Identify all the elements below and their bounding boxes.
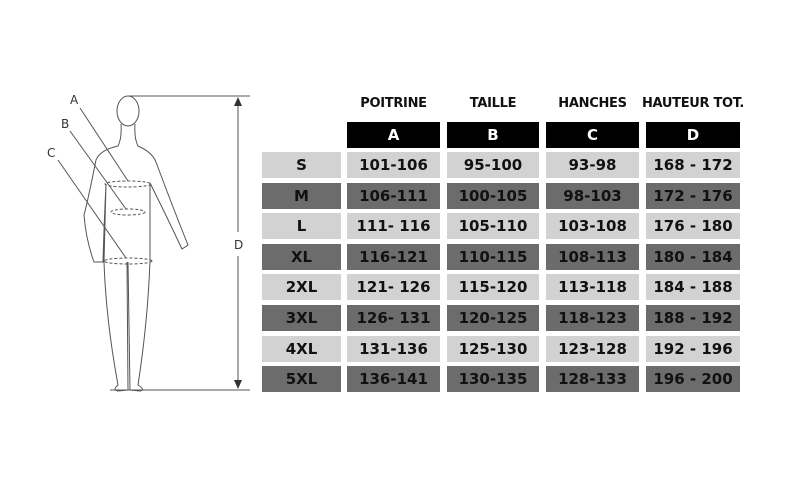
- size-label: 4XL: [262, 335, 341, 362]
- measurement-cell: 110-115: [447, 243, 539, 270]
- measurement-cell: 100-105: [447, 182, 539, 209]
- measurement-cell: 131-136: [347, 335, 440, 362]
- size-label: 2XL: [262, 274, 341, 301]
- measurement-cell: 116-121: [347, 243, 440, 270]
- pointer-a: [79, 107, 129, 182]
- measurement-cell: 98-103: [546, 182, 639, 209]
- size-label: 3XL: [262, 305, 341, 331]
- measurement-cell: 93-98: [546, 152, 639, 178]
- measurement-cell: 126- 131: [347, 305, 440, 331]
- measurement-cell: 130-135: [447, 366, 539, 393]
- measurement-cell: 111- 116: [347, 213, 440, 240]
- label-b: B: [61, 117, 69, 131]
- measurement-cell: 121- 126: [347, 274, 440, 301]
- measurement-cell: 95-100: [447, 152, 539, 178]
- measurement-cell: 168 - 172: [646, 152, 740, 178]
- label-d: D: [234, 238, 243, 252]
- measurement-cell: 105-110: [447, 213, 539, 240]
- measurement-cell: 103-108: [546, 213, 639, 240]
- measurement-cell: 108-113: [546, 243, 639, 270]
- column-title: HANCHES: [558, 96, 627, 111]
- measurement-cell: 196 - 200: [646, 366, 740, 393]
- column-title: POITRINE: [360, 96, 427, 111]
- measurement-cell: 118-123: [546, 305, 639, 331]
- waist-band: [110, 208, 146, 216]
- body-measurement-figure: A B C D: [47, 93, 250, 392]
- measurement-cell: 125-130: [447, 335, 539, 362]
- column-title: TAILLE: [469, 96, 517, 111]
- hip-band: [103, 257, 153, 265]
- pointer-c: [57, 159, 127, 259]
- measurement-cell: 176 - 180: [646, 213, 740, 240]
- size-label: XL: [262, 243, 341, 270]
- measurement-cell: 106-111: [347, 182, 440, 209]
- measurement-cell: 128-133: [546, 366, 639, 393]
- chest-band: [104, 180, 152, 188]
- measurement-bands: [103, 180, 153, 265]
- measurement-cell: 184 - 188: [646, 274, 740, 301]
- measurement-cell: 180 - 184: [646, 243, 740, 270]
- measurement-cell: 136-141: [347, 366, 440, 393]
- measurement-cell: 113-118: [546, 274, 639, 301]
- label-c: C: [47, 146, 55, 160]
- column-letter: A: [347, 122, 440, 148]
- column-letter: D: [646, 122, 740, 148]
- measurement-cell: 101-106: [347, 152, 440, 178]
- measurement-cell: 192 - 196: [646, 335, 740, 362]
- size-label: L: [262, 213, 341, 240]
- size-label: M: [262, 182, 341, 209]
- size-label: 5XL: [262, 366, 341, 393]
- body-outline: [83, 95, 189, 392]
- size-label: S: [262, 152, 341, 178]
- pointer-b: [69, 130, 127, 210]
- measurement-cell: 188 - 192: [646, 305, 740, 331]
- measurement-cell: 115-120: [447, 274, 539, 301]
- measurement-cell: 120-125: [447, 305, 539, 331]
- measurement-cell: 172 - 176: [646, 182, 740, 209]
- measurement-cell: 123-128: [546, 335, 639, 362]
- column-title: HAUTEUR TOT.: [641, 96, 745, 111]
- label-a: A: [70, 93, 79, 107]
- column-letter: B: [447, 122, 539, 148]
- column-letter: C: [546, 122, 639, 148]
